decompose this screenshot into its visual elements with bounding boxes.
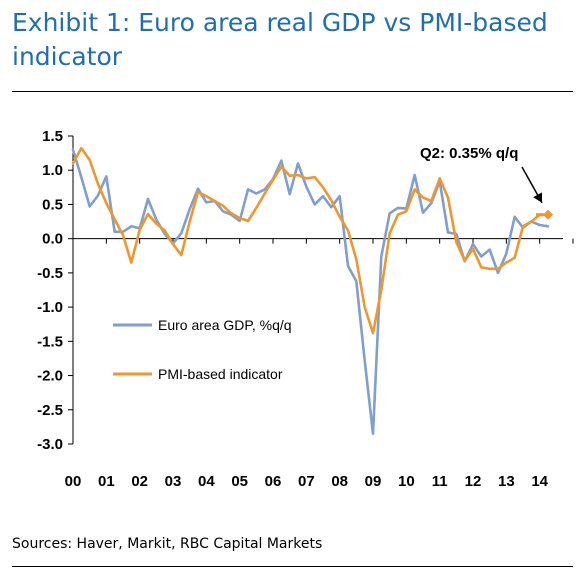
x-tick-label: 08 — [331, 473, 348, 490]
x-tick-label: 14 — [531, 473, 548, 490]
line-chart: 1.5 1.0 0.5 0.0 -0.5 -1.0 -1.5 -2.0 -2.5 -3.0 00 01… — [37, 128, 574, 490]
legend-label-1: PMI-based indicator — [158, 366, 283, 382]
x-tick-label: 06 — [265, 473, 282, 490]
y-tick-label: -0.5 — [37, 265, 63, 282]
x-tick-label: 01 — [98, 473, 115, 490]
page-title: Exhibit 1: Euro area real GDP vs PMI-bas… — [12, 8, 548, 71]
y-tick-label: -2.5 — [37, 402, 63, 419]
y-tick-label: -2.0 — [37, 368, 63, 385]
x-tick-label: 04 — [198, 473, 215, 490]
bottom-divider — [12, 566, 573, 567]
x-tick-label: 03 — [165, 473, 182, 490]
series-line-0 — [71, 148, 550, 436]
annotation-label: Q2: 0.35% q/q — [420, 145, 518, 162]
annotation-arrowhead — [533, 192, 542, 203]
x-tick-label: 02 — [131, 473, 148, 490]
y-tick-label: -1.5 — [37, 333, 63, 350]
legend-label-0: Euro area GDP, %q/q — [158, 317, 292, 333]
x-tick-label: 13 — [498, 473, 515, 490]
y-tick-label: 0.5 — [42, 196, 63, 213]
x-tick-label: 00 — [65, 473, 82, 490]
x-tick-label: 12 — [465, 473, 482, 490]
y-tick-label: 0.0 — [42, 231, 63, 248]
series-line-1 — [71, 147, 550, 335]
x-tick-label: 09 — [365, 473, 382, 490]
x-tick-label: 05 — [231, 473, 248, 490]
y-tick-label: 1.0 — [42, 162, 63, 179]
title-divider — [12, 91, 573, 92]
y-tick-label: 1.5 — [42, 128, 63, 145]
y-tick-label: -1.0 — [37, 299, 63, 316]
y-tick-label: -3.0 — [37, 436, 63, 453]
x-tick-label: 11 — [432, 473, 448, 490]
x-tick-label: 07 — [298, 473, 315, 490]
x-tick-label: 10 — [398, 473, 415, 490]
q2-marker — [543, 209, 553, 220]
source-note: Sources: Haver, Markit, RBC Capital Mark… — [12, 536, 323, 552]
